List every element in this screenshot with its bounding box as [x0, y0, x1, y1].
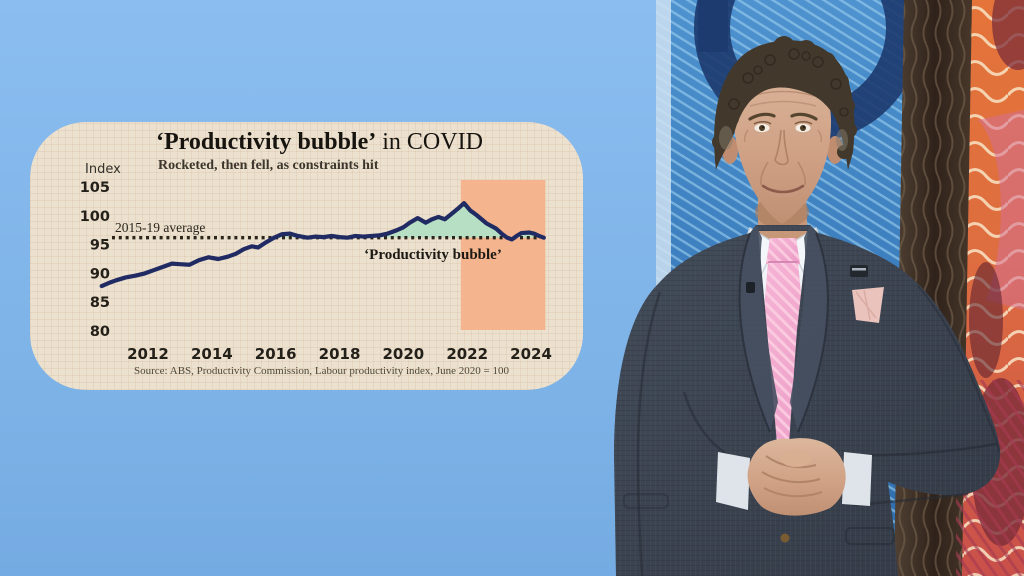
- x-tick-label: 2020: [382, 345, 424, 363]
- chart-source: Source: ABS, Productivity Commission, La…: [134, 365, 509, 377]
- y-axis-label: Index: [85, 162, 121, 177]
- y-tick-label: 95: [90, 238, 110, 254]
- chart-title: ‘Productivity bubble’ in COVID: [156, 128, 576, 156]
- bubble-fill-area: [101, 203, 544, 238]
- chart-subtitle: Rocketed, then fell, as constraints hit: [158, 158, 379, 173]
- y-tick-label: 90: [90, 266, 110, 282]
- x-tick-label: 2014: [191, 345, 233, 363]
- chart-card: Index 105 100 95 90 85 80 2012 2014 2016 2018 2020 2…: [30, 122, 583, 390]
- x-tick-label: 2022: [446, 345, 488, 363]
- x-tick-label: 2016: [255, 345, 297, 363]
- productivity-line: [99, 201, 546, 289]
- x-tick-label: 2024: [510, 345, 552, 363]
- y-tick-label: 100: [80, 209, 110, 225]
- chart-title-emphasis: ‘Productivity bubble’: [156, 129, 377, 155]
- highlight-band: [460, 180, 546, 330]
- x-tick-label: 2018: [319, 345, 361, 363]
- x-tick-label: 2012: [127, 345, 169, 363]
- productivity-line-chart: Index 105 100 95 90 85 80 2012 2014 2016 2018 2020 2…: [80, 162, 552, 363]
- y-tick-label: 105: [80, 180, 110, 196]
- chart-title-rest: in COVID: [376, 129, 483, 155]
- presenter: [614, 36, 1001, 576]
- bubble-annotation: ‘Productivity bubble’: [364, 247, 502, 263]
- average-line-label: 2015-19 average: [115, 220, 206, 235]
- y-tick-label: 85: [90, 295, 110, 311]
- y-tick-label: 80: [90, 324, 110, 340]
